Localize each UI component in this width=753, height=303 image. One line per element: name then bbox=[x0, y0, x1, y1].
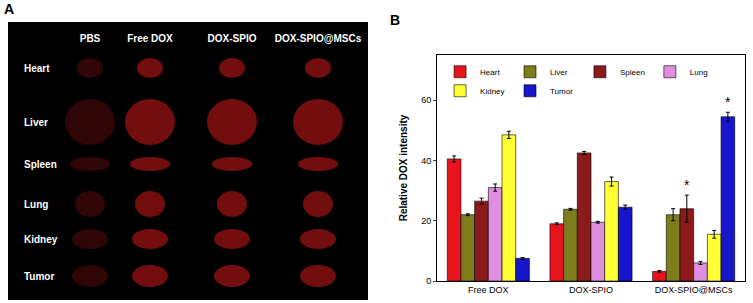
svg-text:Free DOX: Free DOX bbox=[127, 33, 173, 44]
svg-text:Liver: Liver bbox=[24, 117, 48, 128]
svg-text:Kidney: Kidney bbox=[480, 87, 504, 96]
svg-text:Spleen: Spleen bbox=[620, 68, 645, 77]
svg-text:Heart: Heart bbox=[480, 68, 500, 77]
svg-text:DOX-SPIO@MSCs: DOX-SPIO@MSCs bbox=[275, 33, 362, 44]
svg-text:40: 40 bbox=[421, 156, 431, 166]
svg-text:Liver: Liver bbox=[550, 68, 568, 77]
svg-text:Lung: Lung bbox=[24, 199, 48, 210]
svg-text:Spleen: Spleen bbox=[24, 159, 57, 170]
svg-text:0: 0 bbox=[426, 276, 431, 286]
svg-text:DOX-SPIO@MSCs: DOX-SPIO@MSCs bbox=[655, 285, 733, 295]
svg-text:Tumor: Tumor bbox=[550, 87, 573, 96]
svg-text:Kidney: Kidney bbox=[24, 234, 58, 245]
svg-text:20: 20 bbox=[421, 216, 431, 226]
svg-text:Relative DOX intensity: Relative DOX intensity bbox=[398, 114, 409, 221]
svg-text:A: A bbox=[4, 1, 14, 17]
svg-text:B: B bbox=[390, 12, 400, 28]
svg-text:Lung: Lung bbox=[690, 68, 708, 77]
svg-text:Heart: Heart bbox=[24, 63, 50, 74]
svg-text:*: * bbox=[725, 94, 731, 110]
svg-text:*: * bbox=[684, 177, 690, 193]
svg-text:60: 60 bbox=[421, 95, 431, 105]
svg-text:PBS: PBS bbox=[80, 33, 101, 44]
svg-text:DOX-SPIO: DOX-SPIO bbox=[569, 285, 613, 295]
svg-text:DOX-SPIO: DOX-SPIO bbox=[208, 33, 257, 44]
svg-text:Free DOX: Free DOX bbox=[468, 285, 509, 295]
svg-text:Tumor: Tumor bbox=[24, 271, 54, 282]
